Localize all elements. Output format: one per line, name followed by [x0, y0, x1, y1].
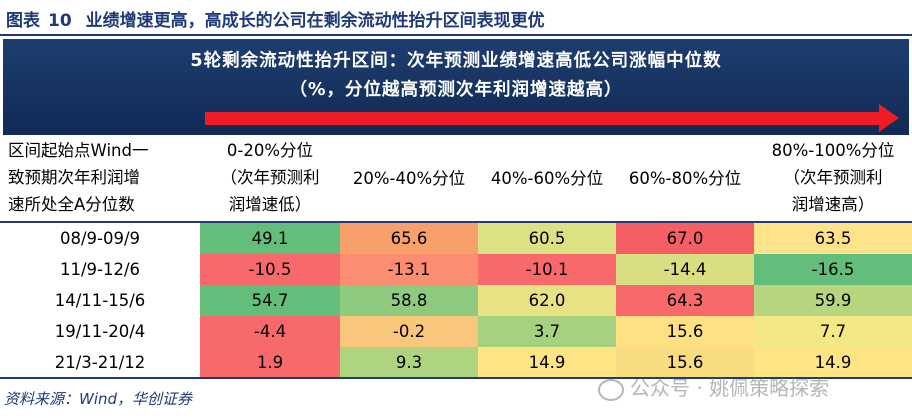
- col-header-line: （次年预测利: [220, 168, 320, 187]
- value-cell: 65.6: [340, 223, 478, 254]
- value-cell: -4.4: [200, 316, 340, 347]
- banner-line-1: 5轮剩余流动性抬升区间：次年预测业绩增速高低公司涨幅中位数: [190, 51, 722, 71]
- value-cell: 67.0: [616, 223, 754, 254]
- growth-arrow: [205, 112, 881, 125]
- figure-title: 图表 10 业绩增速更高，高成长的公司在剩余流动性抬升区间表现更优: [6, 6, 545, 31]
- row-header-line: 致预期次年利润增: [8, 168, 140, 187]
- col-header-80-100: 80%-100%分位 （次年预测利 润增速高）: [754, 137, 912, 220]
- value-cell: 58.8: [340, 285, 478, 316]
- value-cell: 62.0: [478, 285, 616, 316]
- value-cell: 7.7: [754, 316, 912, 347]
- growth-arrow-head: [879, 104, 899, 132]
- row-header-label: 区间起始点Wind一 致预期次年利润增 速所处全A分位数: [8, 137, 198, 220]
- wechat-icon: [598, 378, 624, 401]
- value-cell: -13.1: [340, 254, 478, 285]
- value-cell: 60.5: [478, 223, 616, 254]
- value-cell: -10.5: [200, 254, 340, 285]
- source-note: 资料来源：Wind，华创证券: [4, 390, 193, 408]
- col-header-0-20: 0-20%分位 （次年预测利 润增速低）: [200, 137, 340, 220]
- value-cell: -10.1: [478, 254, 616, 285]
- col-header-60-80: 60%-80%分位: [628, 169, 742, 188]
- table-bottom-rule: [0, 377, 912, 379]
- figure-number: 10: [48, 11, 72, 31]
- value-cell: -0.2: [340, 316, 478, 347]
- watermark-text: 公众号 · 姚佩策略探索: [630, 376, 830, 400]
- value-cell: 54.7: [200, 285, 340, 316]
- col-header-line: （次年预测利: [783, 168, 883, 187]
- figure-label: 图表: [6, 11, 40, 31]
- value-cell: 59.9: [754, 285, 912, 316]
- banner-line-2: （%，分位越高预测次年利润增速越高）: [289, 80, 623, 100]
- header-divider: [0, 221, 912, 223]
- value-cell: 3.7: [478, 316, 616, 347]
- value-cell: 64.3: [616, 285, 754, 316]
- row-period-label: 21/3-21/12: [54, 353, 146, 372]
- col-header-40-60: 40%-60%分位: [490, 169, 604, 188]
- row-header-line: 速所处全A分位数: [8, 195, 135, 214]
- row-period-label: 11/9-12/6: [59, 260, 141, 279]
- value-cell: 1.9: [200, 347, 340, 378]
- row-period-label: 19/11-20/4: [54, 322, 146, 341]
- col-header-line: 润增速低）: [228, 195, 312, 214]
- value-cell: -14.4: [616, 254, 754, 285]
- col-header-line: 0-20%分位: [226, 141, 314, 160]
- value-cell: 14.9: [754, 347, 912, 378]
- title-rule: [0, 34, 912, 36]
- row-period-label: 14/11-15/6: [54, 291, 146, 310]
- figure-caption: 业绩增速更高，高成长的公司在剩余流动性抬升区间表现更优: [85, 11, 545, 31]
- row-period-label: 08/9-09/9: [59, 229, 141, 248]
- value-cell: -16.5: [754, 254, 912, 285]
- value-cell: 14.9: [478, 347, 616, 378]
- value-cell: 49.1: [200, 223, 340, 254]
- row-header-line: 区间起始点Wind一: [8, 141, 149, 160]
- value-cell: 63.5: [754, 223, 912, 254]
- col-header-line: 80%-100%分位: [771, 141, 895, 160]
- value-cell: 15.6: [616, 347, 754, 378]
- value-cell: 15.6: [616, 316, 754, 347]
- col-header-line: 润增速高）: [791, 195, 875, 214]
- watermark: 公众号 · 姚佩策略探索: [598, 372, 829, 401]
- col-header-20-40: 20%-40%分位: [352, 169, 466, 188]
- value-cell: 9.3: [340, 347, 478, 378]
